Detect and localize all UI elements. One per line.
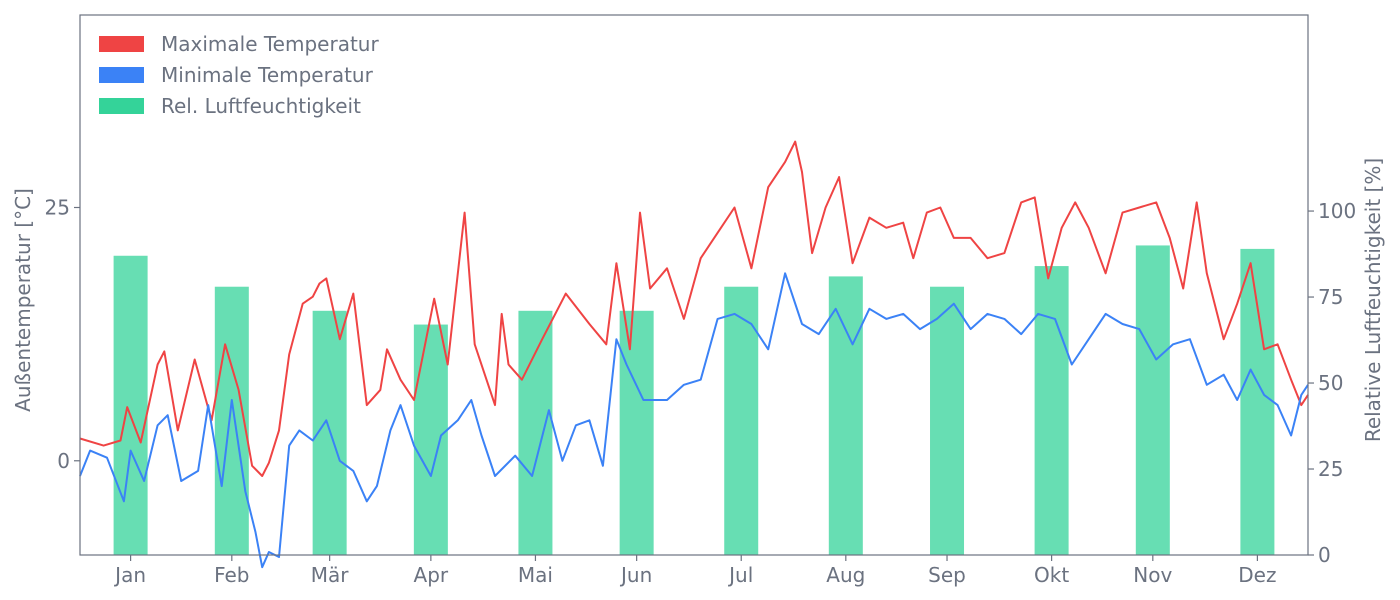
y-right-tick-label: 50: [1318, 371, 1343, 395]
y-right-tick-label: 25: [1318, 457, 1343, 481]
y-right-tick-label: 0: [1318, 543, 1331, 567]
humidity-bar-aug: [828, 276, 863, 555]
min-temperature-line: [79, 272, 1309, 569]
humidity-bar-apr: [413, 324, 448, 555]
x-tick-label: Nov: [1133, 563, 1172, 587]
y-left-tick-label: 25: [45, 195, 70, 219]
y-right-axis-title: Relative Luftfeuchtigkeit [%]: [1361, 158, 1385, 442]
legend: Maximale Temperatur Minimale Temperatur Re…: [99, 32, 379, 118]
humidity-bar-nov: [1135, 245, 1170, 555]
legend-label: Minimale Temperatur: [161, 63, 374, 87]
x-tick-label: Mai: [518, 563, 553, 587]
x-tick-label: Mär: [311, 563, 350, 587]
humidity-bar-okt: [1034, 266, 1069, 555]
y-left-tick-label: 0: [57, 449, 70, 473]
x-tick-label: Okt: [1034, 563, 1069, 587]
humidity-bars: [113, 245, 1275, 555]
x-tick-label: Jul: [727, 563, 753, 587]
legend-swatch: [99, 98, 144, 114]
humidity-bar-jul: [724, 286, 759, 555]
y-right-tick-label: 75: [1318, 285, 1343, 309]
x-tick-label: Dez: [1238, 563, 1276, 587]
legend-label: Maximale Temperatur: [161, 32, 379, 56]
legend-swatch: [99, 67, 144, 83]
humidity-bar-sep: [930, 286, 965, 555]
x-tick-label: Sep: [928, 563, 966, 587]
humidity-bar-mai: [518, 310, 553, 555]
x-tick-label: Feb: [214, 563, 249, 587]
x-tick-label: Jun: [619, 563, 652, 587]
legend-label: Rel. Luftfeuchtigkeit: [161, 94, 361, 118]
y-right-tick-label: 100: [1318, 199, 1356, 223]
x-tick-label: Apr: [414, 563, 449, 587]
y-left-axis-title: Außentemperatur [°C]: [11, 188, 35, 412]
humidity-bar-jan: [113, 255, 148, 555]
axes: Jan Feb Mär Apr Mai Jun Jul Aug Sep Okt Nov Dez 0 25 0…: [11, 14, 1385, 587]
humidity-bar-jun: [619, 310, 654, 555]
legend-swatch: [99, 36, 144, 52]
plot-frame: [79, 14, 1309, 556]
x-tick-label: Aug: [826, 563, 865, 587]
max-temperature-line: [79, 140, 1309, 477]
temperature-lines: [79, 140, 1309, 569]
x-tick-label: Jan: [113, 563, 146, 587]
humidity-bar-dez: [1240, 248, 1275, 555]
